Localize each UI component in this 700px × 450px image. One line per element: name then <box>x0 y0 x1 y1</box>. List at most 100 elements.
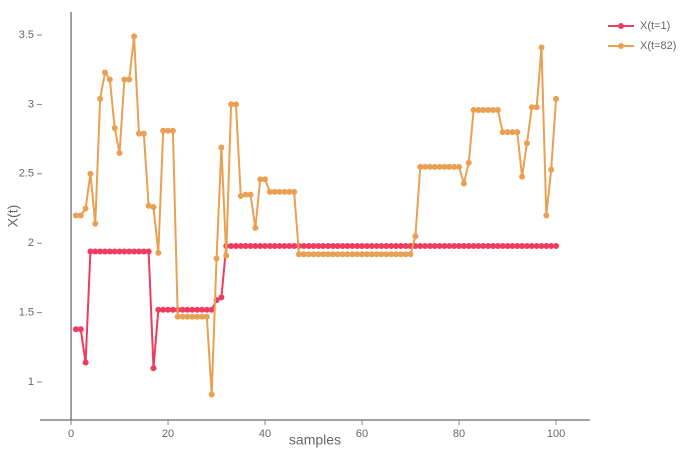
point <box>174 313 181 320</box>
legend-label: X(t=82) <box>640 40 676 52</box>
point <box>72 212 79 219</box>
point <box>281 188 288 195</box>
point <box>194 306 201 313</box>
point <box>325 251 332 258</box>
point <box>460 242 467 249</box>
point <box>276 242 283 249</box>
point <box>121 248 128 255</box>
y-axis-title: X(t) <box>5 205 21 228</box>
point <box>480 106 487 113</box>
point <box>494 242 501 249</box>
point <box>184 306 191 313</box>
point <box>310 242 317 249</box>
point <box>344 251 351 258</box>
point <box>509 129 516 136</box>
point <box>431 242 438 249</box>
point <box>101 248 108 255</box>
point <box>538 44 545 51</box>
point <box>155 249 162 256</box>
point <box>87 248 94 255</box>
point <box>373 242 380 249</box>
point <box>271 188 278 195</box>
point <box>514 242 521 249</box>
y-tick-label: 3 <box>28 98 34 110</box>
point <box>97 95 104 102</box>
point <box>116 248 123 255</box>
point <box>446 242 453 249</box>
point <box>106 76 113 83</box>
point <box>470 242 477 249</box>
point <box>422 242 429 249</box>
point <box>247 242 254 249</box>
point <box>402 251 409 258</box>
y-tick-label: 2 <box>28 237 34 249</box>
point <box>286 242 293 249</box>
point <box>189 306 196 313</box>
series-line <box>75 244 557 369</box>
point <box>266 188 273 195</box>
point <box>320 251 327 258</box>
point <box>92 220 99 227</box>
point <box>397 251 404 258</box>
point <box>523 140 530 147</box>
point <box>460 180 467 187</box>
point <box>72 326 79 333</box>
point <box>131 248 138 255</box>
point <box>407 251 414 258</box>
point <box>286 188 293 195</box>
point <box>494 106 501 113</box>
point <box>543 242 550 249</box>
point <box>553 95 560 102</box>
point <box>291 242 298 249</box>
point <box>354 242 361 249</box>
point <box>334 251 341 258</box>
point <box>252 224 259 231</box>
point <box>310 251 317 258</box>
point <box>417 242 424 249</box>
point <box>363 242 370 249</box>
point <box>179 313 186 320</box>
point <box>92 248 99 255</box>
point <box>116 149 123 156</box>
point <box>392 251 399 258</box>
point <box>514 129 521 136</box>
point <box>378 242 385 249</box>
point <box>237 193 244 200</box>
point <box>426 163 433 170</box>
point <box>523 242 530 249</box>
point <box>397 242 404 249</box>
point <box>329 251 336 258</box>
point <box>359 251 366 258</box>
point <box>242 191 249 198</box>
point <box>480 242 487 249</box>
point <box>242 242 249 249</box>
point <box>145 202 152 209</box>
point <box>383 251 390 258</box>
point <box>300 251 307 258</box>
point <box>436 163 443 170</box>
point <box>499 242 506 249</box>
point <box>121 76 128 83</box>
point <box>548 166 555 173</box>
point <box>470 106 477 113</box>
point <box>232 101 239 108</box>
point <box>436 242 443 249</box>
point <box>160 127 167 134</box>
series-line <box>75 36 558 395</box>
point <box>441 242 448 249</box>
point <box>334 242 341 249</box>
point <box>198 313 205 320</box>
point <box>291 188 298 195</box>
point <box>509 242 516 249</box>
point <box>548 242 555 249</box>
point <box>126 248 133 255</box>
point <box>320 242 327 249</box>
point <box>271 242 278 249</box>
point <box>485 242 492 249</box>
point <box>402 242 409 249</box>
point <box>533 104 540 111</box>
point <box>194 313 201 320</box>
point <box>82 205 89 212</box>
point <box>388 242 395 249</box>
point <box>465 242 472 249</box>
